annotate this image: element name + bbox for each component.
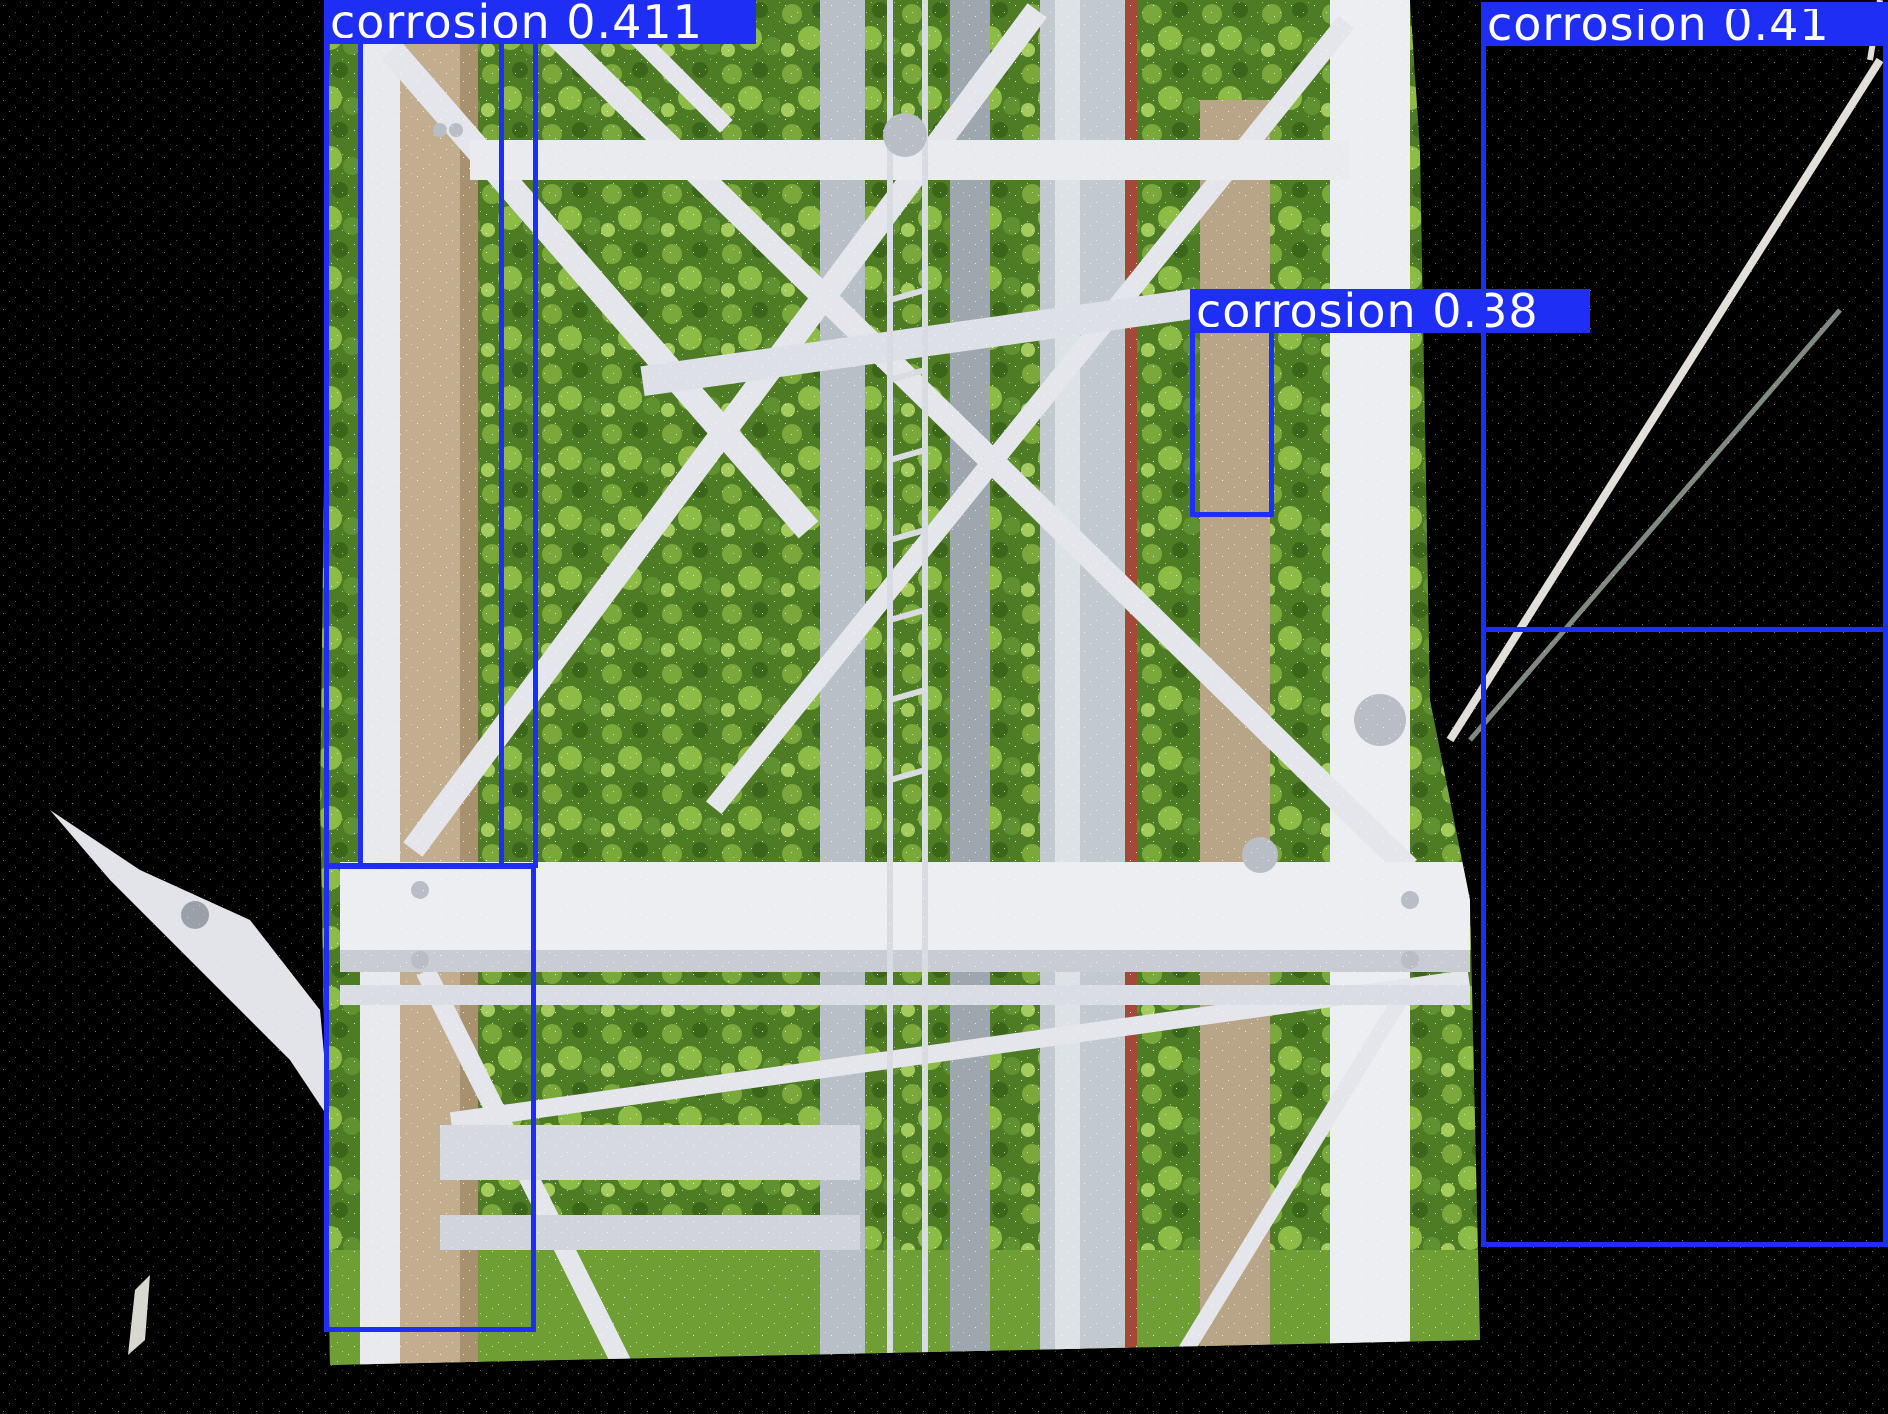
detection-box — [1481, 627, 1888, 1247]
detection-box — [358, 38, 504, 868]
detection-label: corrosion 0.38 — [1190, 289, 1590, 333]
detection-box — [324, 864, 536, 1332]
detection-box — [1481, 4, 1888, 632]
detection-label: corrosion 0.411 — [324, 0, 756, 44]
detection-label: corrosion 0.41 — [1481, 2, 1888, 46]
detection-box — [1190, 327, 1274, 517]
